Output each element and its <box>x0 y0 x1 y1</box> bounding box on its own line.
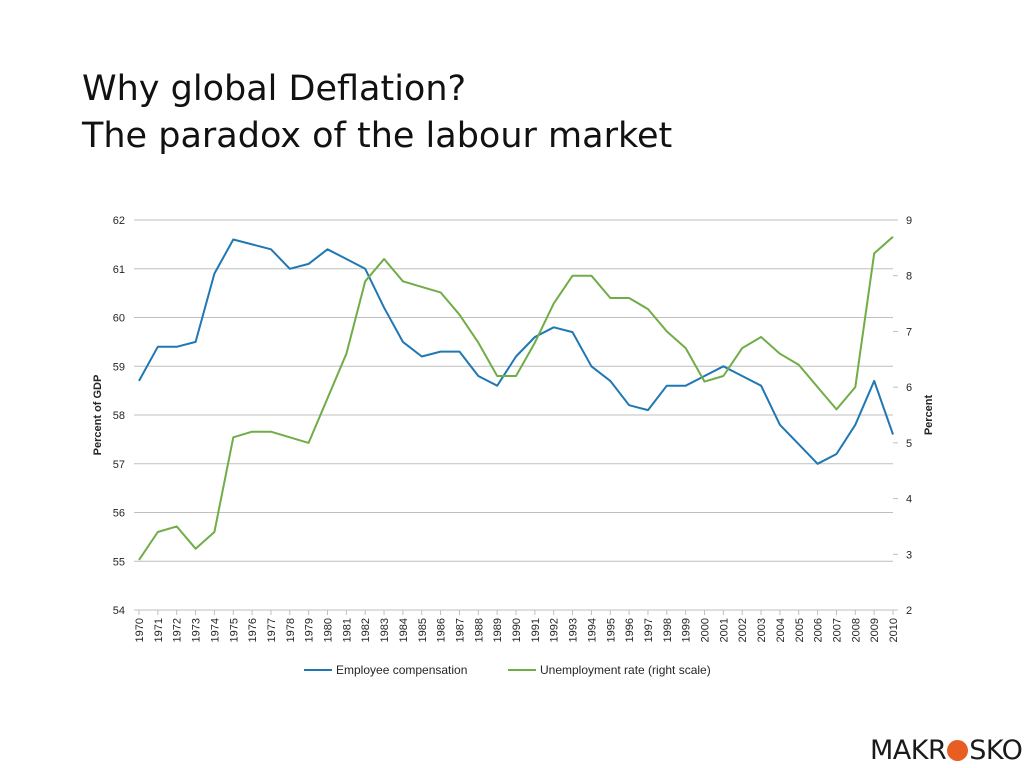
x-tick-label: 1987 <box>454 618 466 642</box>
series-lines <box>138 235 894 561</box>
left-tick-label: 60 <box>113 313 125 325</box>
title-line-1: Why global Deflation? <box>82 69 467 109</box>
left-tick-label: 61 <box>113 264 125 276</box>
x-tick-label: 1991 <box>530 618 542 642</box>
x-tick-label: 1992 <box>549 618 561 642</box>
x-tick-label: 1976 <box>247 618 259 642</box>
x-tick-label: 1993 <box>568 618 580 642</box>
gridlines <box>139 219 893 611</box>
x-tick-label: 2007 <box>831 618 843 642</box>
x-tick-label: 2002 <box>737 618 749 642</box>
x-axis: 1970 1971 1972 1973 1974 1975 1976 1977 1978 1979… <box>134 610 900 642</box>
x-tick-label: 1985 <box>417 618 429 642</box>
x-tick-label: 1984 <box>398 618 410 642</box>
right-tick-label: 9 <box>906 215 912 227</box>
title-line-2: The paradox of the labour market <box>82 116 673 156</box>
x-tick-label: 2008 <box>850 618 862 642</box>
right-tick-label: 7 <box>906 326 912 338</box>
x-tick-label: 1974 <box>209 618 221 642</box>
x-tick-label: 2005 <box>794 618 806 642</box>
x-tick-label: 1980 <box>323 618 335 642</box>
y2-axis-label: Percent <box>923 394 935 435</box>
x-tick-label: 2006 <box>813 618 825 642</box>
x-tick-label: 2009 <box>869 618 881 642</box>
left-tick-label: 57 <box>113 459 125 471</box>
right-tick-label: 8 <box>906 271 912 283</box>
left-tick-label: 56 <box>113 508 125 520</box>
legend: Employee compensation Unemployment rate … <box>304 663 711 677</box>
slide-title: Why global Deflation? The paradox of the… <box>82 66 672 160</box>
right-axis-ticks: 2 3 4 5 6 7 8 9 <box>893 215 912 617</box>
x-tick-label: 1973 <box>191 618 203 642</box>
x-tick-label: 1972 <box>172 618 184 642</box>
logo-text-right: SKOP <box>969 734 1024 766</box>
x-tick-label: 2004 <box>775 618 787 642</box>
series-line-unemployment-rate <box>138 235 894 561</box>
series-line-employee-compensation <box>138 238 894 465</box>
x-tick-label: 1997 <box>643 618 655 642</box>
x-tick-label: 1983 <box>379 618 391 642</box>
left-tick-label: 54 <box>113 605 125 617</box>
x-tick-label: 1977 <box>266 618 278 642</box>
x-tick-label: 1988 <box>473 618 485 642</box>
y-axis-label: Percent of GDP <box>92 375 104 456</box>
x-tick-label: 1994 <box>586 618 598 642</box>
legend-label-unemployment-rate: Unemployment rate (right scale) <box>540 663 711 677</box>
x-tick-label: 1975 <box>228 618 240 642</box>
x-tick-label: 1990 <box>511 618 523 642</box>
logo-text-left: MAKR <box>870 734 947 766</box>
x-tick-label: 1999 <box>681 618 693 642</box>
left-tick-label: 55 <box>113 556 125 568</box>
left-axis-ticks: 54 55 56 57 58 59 60 61 62 <box>113 215 139 617</box>
right-tick-label: 6 <box>906 382 912 394</box>
x-tick-label: 1970 <box>134 618 146 642</box>
x-tick-label: 1981 <box>341 618 353 642</box>
right-tick-label: 5 <box>906 438 912 450</box>
x-tick-label: 1995 <box>605 618 617 642</box>
x-tick-label: 2010 <box>888 618 900 642</box>
x-tick-label: 1979 <box>304 618 316 642</box>
x-tick-label: 2003 <box>756 618 768 642</box>
x-tick-label: 1978 <box>285 618 297 642</box>
legend-label-employee-compensation: Employee compensation <box>336 663 467 677</box>
left-tick-label: 58 <box>113 410 125 422</box>
x-tick-label: 1986 <box>436 618 448 642</box>
x-tick-label: 1971 <box>153 618 165 642</box>
x-tick-label: 2001 <box>718 618 730 642</box>
x-tick-label: 2000 <box>700 618 712 642</box>
right-tick-label: 2 <box>906 605 912 617</box>
right-tick-label: 3 <box>906 549 912 561</box>
right-tick-label: 4 <box>906 494 912 506</box>
left-tick-label: 62 <box>113 215 125 227</box>
makroskop-logo: MAKR SKOP <box>870 733 1024 767</box>
x-tick-label: 1982 <box>360 618 372 642</box>
x-tick-label: 1989 <box>492 618 504 642</box>
logo-dot-icon <box>947 739 969 761</box>
x-tick-label: 1998 <box>662 618 674 642</box>
left-tick-label: 59 <box>113 361 125 373</box>
x-tick-label: 1996 <box>624 618 636 642</box>
